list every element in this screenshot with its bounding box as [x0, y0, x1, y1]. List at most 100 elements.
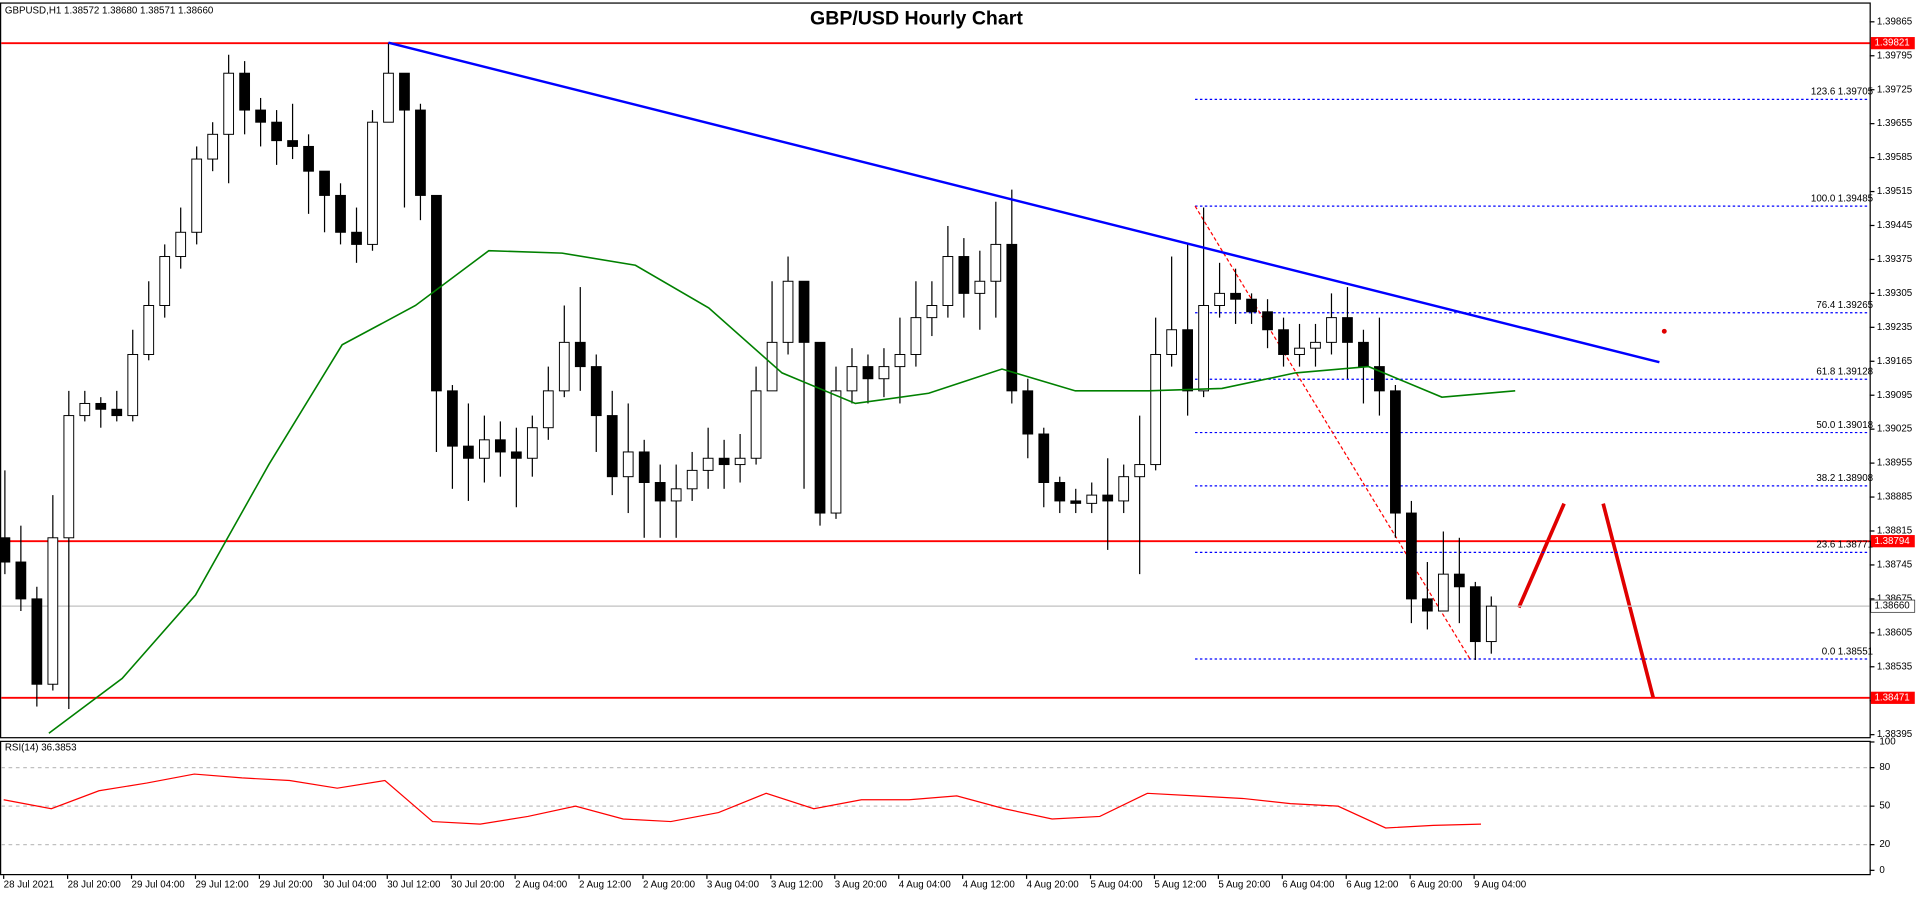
rsi-label: RSI(14) 36.3853: [5, 743, 77, 754]
x-tick-label: 28 Jul 2021: [4, 880, 54, 891]
candle-body: [830, 390, 842, 514]
candle-body: [1038, 433, 1050, 483]
candle-body: [1469, 586, 1481, 643]
fib-base: [1194, 205, 1471, 660]
y-tick-label: 1.38955: [1877, 458, 1913, 469]
candle-body: [766, 341, 778, 392]
forecast-up: [1517, 502, 1566, 609]
candle-body: [574, 341, 586, 368]
y-tick-label: 1.38535: [1877, 661, 1913, 672]
candle-body: [990, 243, 1002, 282]
fib-price: 1.39485: [1838, 193, 1874, 204]
x-tick-label: 3 Aug 04:00: [707, 880, 760, 891]
candle-body: [303, 145, 314, 172]
candle-body: [1358, 341, 1369, 368]
y-tick-label: 1.38745: [1877, 560, 1913, 571]
rsi-panel: [0, 740, 1871, 876]
x-tick-label: 4 Aug 04:00: [899, 880, 952, 891]
candle-body: [1006, 243, 1018, 392]
candle-body: [1118, 476, 1130, 502]
candle-body: [1485, 605, 1497, 643]
candle-body: [31, 598, 43, 685]
y-tick-label: 1.39445: [1877, 220, 1913, 231]
candle-body: [1246, 298, 1257, 313]
moving-average: [48, 249, 1516, 734]
candle-body: [223, 72, 235, 135]
candle-body: [1214, 292, 1225, 306]
candle-body: [638, 451, 650, 483]
candle-body: [415, 109, 426, 196]
candle-body: [111, 408, 123, 417]
level-label-box: [1870, 535, 1915, 548]
candle-body: [447, 390, 458, 447]
fib-price: 1.39705: [1838, 87, 1874, 98]
candle-body: [1054, 482, 1066, 502]
y-tick-label: 1.39795: [1877, 50, 1913, 61]
y-tick-label: 1.39375: [1877, 254, 1913, 265]
fib-ratio: 50.0: [1816, 420, 1836, 431]
y-tick-label: 1.39585: [1877, 152, 1913, 163]
candle-body: [175, 231, 187, 258]
level-label: 1.39821: [1874, 38, 1909, 49]
candle-body: [143, 305, 155, 355]
candle-body: [1421, 598, 1433, 612]
y-tick-label: 1.39095: [1877, 390, 1913, 401]
fib-price: 1.38551: [1838, 646, 1873, 657]
candle-body: [478, 439, 490, 459]
candle-body: [0, 537, 11, 563]
candle-body: [63, 415, 75, 539]
candle-body: [1022, 390, 1034, 435]
candle-body: [287, 140, 298, 147]
current-price-label: 1.38660: [1874, 601, 1910, 612]
x-tick-label: 6 Aug 04:00: [1282, 880, 1335, 891]
y-tick-label: 1.38885: [1877, 492, 1913, 503]
x-tick-label: 5 Aug 04:00: [1091, 880, 1144, 891]
candle-body: [542, 390, 554, 429]
candle-body: [702, 457, 714, 471]
candle-body: [606, 415, 618, 478]
candle-body: [718, 457, 730, 466]
candle-body: [862, 366, 874, 380]
price-panel: [0, 2, 1871, 739]
x-tick-label: 2 Aug 04:00: [515, 880, 568, 891]
candle-body: [1342, 317, 1353, 343]
level-label: 1.38794: [1874, 536, 1910, 547]
candle-body: [814, 341, 826, 514]
x-tick-label: 4 Aug 12:00: [963, 880, 1016, 891]
candle-body: [1326, 317, 1337, 343]
candle-body: [686, 469, 698, 490]
x-tick-label: 29 Jul 12:00: [195, 880, 249, 891]
y-tick-label: 1.38675: [1877, 593, 1913, 604]
x-tick-label: 6 Aug 12:00: [1346, 880, 1399, 891]
candle-body: [894, 353, 906, 368]
candle-body: [367, 121, 378, 245]
candle-body: [47, 537, 59, 685]
candle-body: [1406, 512, 1417, 600]
candle-body: [974, 280, 986, 294]
x-tick-label: 6 Aug 20:00: [1410, 880, 1463, 891]
rsi-tick-label: 100: [1879, 737, 1896, 748]
candle-body: [159, 256, 171, 306]
y-tick-label: 1.38605: [1877, 627, 1913, 638]
candle-body: [750, 390, 762, 459]
fib-ratio: 100.0: [1811, 193, 1836, 204]
x-tick-label: 28 Jul 20:00: [68, 880, 122, 891]
candle-body: [1230, 292, 1241, 300]
x-tick-label: 5 Aug 20:00: [1218, 880, 1271, 891]
fib-ratio: 123.6: [1811, 87, 1835, 98]
x-tick-label: 9 Aug 04:00: [1474, 880, 1527, 891]
candle-body: [1262, 311, 1273, 331]
candle-body: [670, 488, 682, 502]
level-label-box: [1870, 691, 1915, 704]
x-tick-label: 29 Jul 20:00: [259, 880, 313, 891]
candle-body: [383, 72, 394, 123]
candle-body: [942, 256, 954, 306]
candle-body: [399, 72, 410, 111]
candle-body: [335, 194, 346, 233]
x-tick-label: 3 Aug 12:00: [771, 880, 824, 891]
candle-body: [127, 353, 139, 417]
fib-price: 1.38771: [1838, 540, 1873, 551]
candle-body: [79, 402, 91, 417]
x-tick-label: 4 Aug 20:00: [1027, 880, 1080, 891]
